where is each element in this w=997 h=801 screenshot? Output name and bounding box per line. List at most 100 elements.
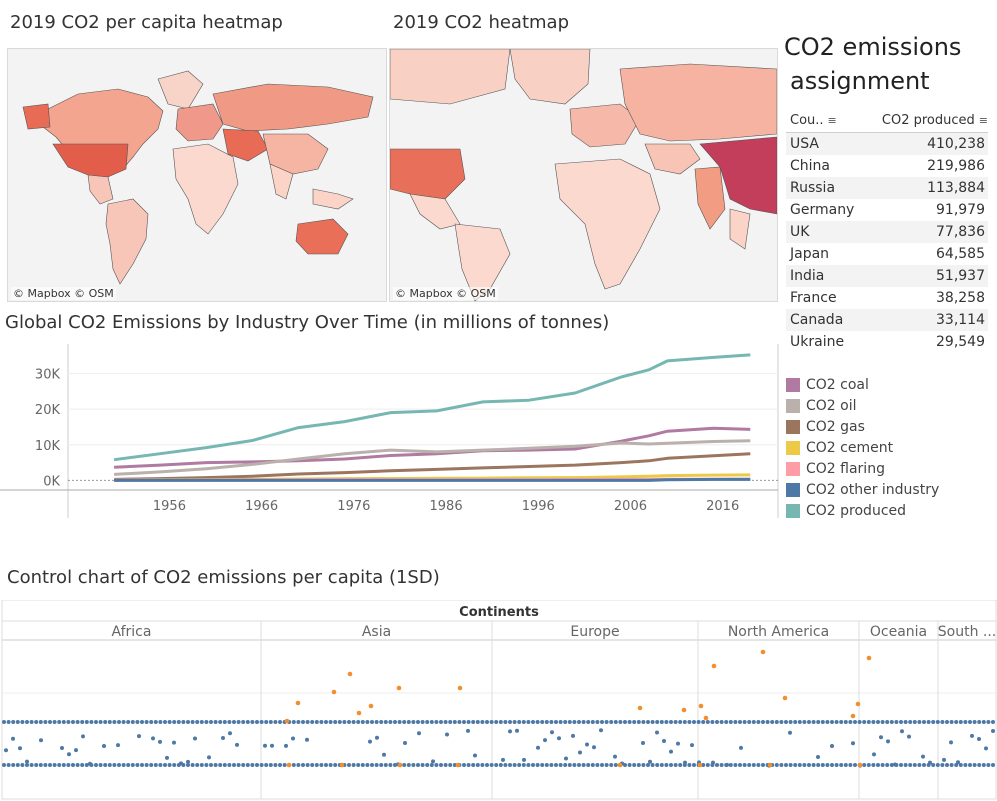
legend-item[interactable]: CO2 other industry (786, 479, 939, 500)
data-point[interactable] (578, 750, 582, 755)
data-point[interactable] (291, 736, 295, 741)
data-point[interactable] (417, 731, 421, 736)
data-point[interactable] (102, 743, 106, 748)
table-row[interactable]: USA 410,238 (786, 133, 988, 155)
data-point[interactable] (151, 736, 155, 741)
data-point[interactable] (445, 732, 449, 737)
data-point[interactable] (641, 740, 645, 745)
data-point[interactable] (592, 745, 596, 750)
data-point[interactable] (522, 757, 526, 762)
data-point[interactable] (893, 762, 897, 767)
outlier-point[interactable] (356, 710, 362, 716)
data-point[interactable] (683, 760, 687, 765)
data-point[interactable] (158, 739, 162, 744)
outlier-point[interactable] (347, 671, 353, 677)
data-point[interactable] (368, 739, 372, 744)
outlier-point[interactable] (850, 713, 856, 719)
data-point[interactable] (942, 757, 946, 762)
table-row[interactable]: China 219,986 (786, 155, 988, 177)
outlier-point[interactable] (698, 703, 704, 709)
data-point[interactable] (956, 760, 960, 765)
data-point[interactable] (60, 745, 64, 750)
data-point[interactable] (550, 730, 554, 735)
data-point[interactable] (585, 742, 589, 747)
data-point[interactable] (564, 756, 568, 761)
outlier-point[interactable] (396, 685, 402, 691)
table-row[interactable]: UK 77,836 (786, 221, 988, 243)
series-line-co2-gas[interactable] (114, 452, 751, 481)
outlier-point[interactable] (703, 715, 709, 721)
data-point[interactable] (137, 734, 141, 739)
data-point[interactable] (816, 755, 820, 760)
outlier-point[interactable] (295, 700, 301, 706)
sort-icon[interactable]: ≡ (827, 113, 837, 127)
data-point[interactable] (382, 752, 386, 757)
outlier-point[interactable] (866, 655, 872, 661)
data-point[interactable] (39, 738, 43, 743)
outlier-point[interactable] (457, 685, 463, 691)
table-row[interactable]: Japan 64,585 (786, 243, 988, 265)
data-point[interactable] (900, 729, 904, 734)
series-line-co2-oil[interactable] (114, 439, 751, 476)
data-point[interactable] (977, 737, 981, 742)
data-point[interactable] (851, 741, 855, 746)
table-row[interactable]: India 51,937 (786, 265, 988, 287)
data-point[interactable] (676, 741, 680, 746)
data-point[interactable] (655, 730, 659, 735)
data-point[interactable] (928, 760, 932, 765)
data-point[interactable] (991, 728, 995, 733)
series-line-co2-other-industry[interactable] (114, 477, 751, 482)
sort-icon[interactable]: ≡ (978, 113, 988, 127)
data-point[interactable] (116, 743, 120, 748)
continent-label[interactable]: North America (728, 624, 829, 640)
outlier-point[interactable] (760, 649, 766, 655)
data-point[interactable] (172, 740, 176, 745)
control-chart[interactable]: Continents Africa Asia Europe North America O… (0, 600, 997, 800)
data-point[interactable] (375, 735, 379, 740)
data-point[interactable] (725, 762, 729, 767)
data-point[interactable] (879, 735, 883, 740)
column-header-country[interactable]: Cou.. ≡ (786, 113, 837, 128)
legend-item[interactable]: CO2 oil (786, 395, 939, 416)
map-credit[interactable]: © Mapbox © OSM (393, 287, 498, 300)
data-point[interactable] (648, 759, 652, 764)
continent-label[interactable]: Oceania (870, 624, 927, 640)
outlier-point[interactable] (286, 762, 292, 768)
data-point[interactable] (886, 739, 890, 744)
outlier-point[interactable] (368, 703, 374, 709)
outlier-point[interactable] (339, 762, 345, 768)
data-point[interactable] (284, 743, 288, 748)
data-point[interactable] (228, 731, 232, 736)
data-point[interactable] (907, 734, 911, 739)
outlier-point[interactable] (637, 705, 643, 711)
data-point[interactable] (515, 728, 519, 733)
data-point[interactable] (221, 736, 225, 741)
data-point[interactable] (67, 752, 71, 757)
legend-item[interactable]: CO2 cement (786, 437, 939, 458)
data-point[interactable] (74, 748, 78, 753)
series-line-co2-produced[interactable] (113, 353, 751, 462)
continent-label[interactable]: Asia (362, 624, 391, 640)
outlier-point[interactable] (697, 762, 703, 768)
data-point[interactable] (88, 761, 92, 766)
data-point[interactable] (179, 761, 183, 766)
data-point[interactable] (270, 743, 274, 748)
outlier-point[interactable] (681, 707, 687, 713)
data-point[interactable] (165, 755, 169, 760)
data-point[interactable] (984, 746, 988, 751)
continent-label[interactable]: Europe (570, 624, 619, 640)
outlier-point[interactable] (617, 762, 623, 768)
outlier-point[interactable] (857, 762, 863, 768)
legend-item[interactable]: CO2 flaring (786, 458, 939, 479)
outlier-point[interactable] (331, 689, 337, 695)
outlier-point[interactable] (767, 762, 773, 768)
industry-line-chart[interactable]: 0K 10K 20K 30K 1956 1966 1976 1986 1996 2006 2016 (0, 344, 782, 520)
legend-item[interactable]: CO2 gas (786, 416, 939, 437)
data-point[interactable] (543, 738, 547, 743)
data-point[interactable] (431, 759, 435, 764)
data-point[interactable] (970, 733, 974, 738)
outlier-point[interactable] (284, 718, 290, 724)
legend-item[interactable]: CO2 produced (786, 500, 939, 521)
data-point[interactable] (11, 736, 15, 741)
data-point[interactable] (466, 728, 470, 733)
